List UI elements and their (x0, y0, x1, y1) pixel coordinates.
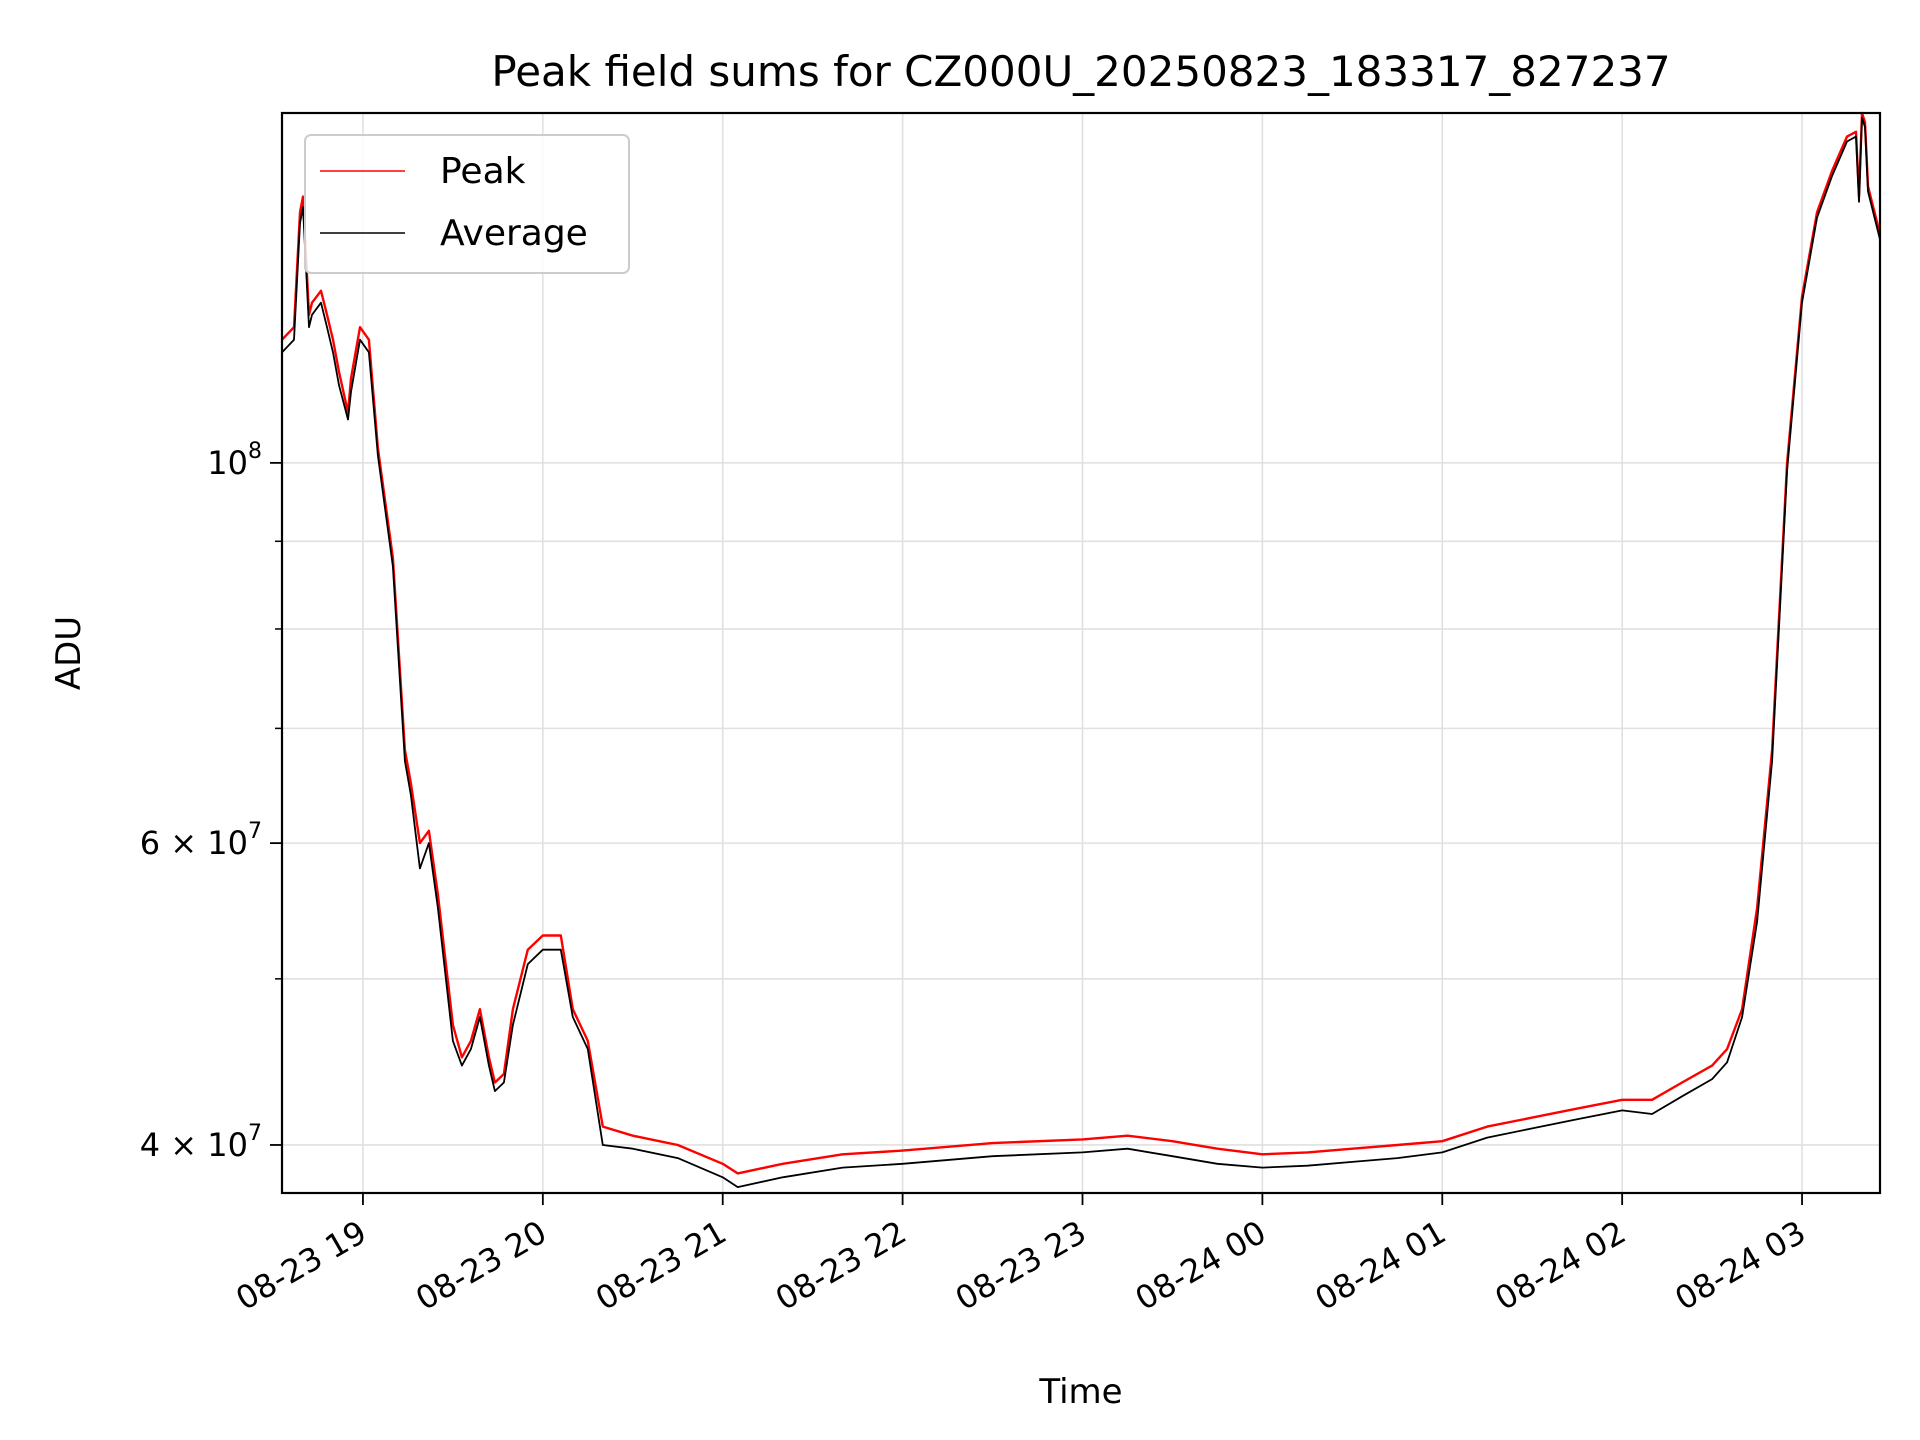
legend: Peak Average (304, 134, 630, 274)
chart-title: Peak field sums for CZ000U_20250823_1833… (491, 47, 1670, 96)
y-tick-label: 4 × 107 (140, 1121, 262, 1164)
y-tick-label: 6 × 107 (140, 819, 262, 862)
plot-lines (281, 111, 1882, 1188)
y-axis-ticks: 4 × 107 6 × 107 108 (140, 439, 282, 1164)
y-tick-label: 108 (207, 439, 262, 482)
series-line-peak (281, 111, 1882, 1175)
legend-label-peak: Peak (440, 151, 526, 192)
axes-frame (280, 111, 1882, 1195)
legend-label-average: Average (440, 213, 588, 254)
grid (282, 113, 1880, 1193)
legend-box (304, 134, 630, 274)
series-line-average (281, 116, 1881, 1188)
y-axis-label: ADU (49, 616, 89, 690)
x-axis-label: Time (1038, 1372, 1122, 1412)
